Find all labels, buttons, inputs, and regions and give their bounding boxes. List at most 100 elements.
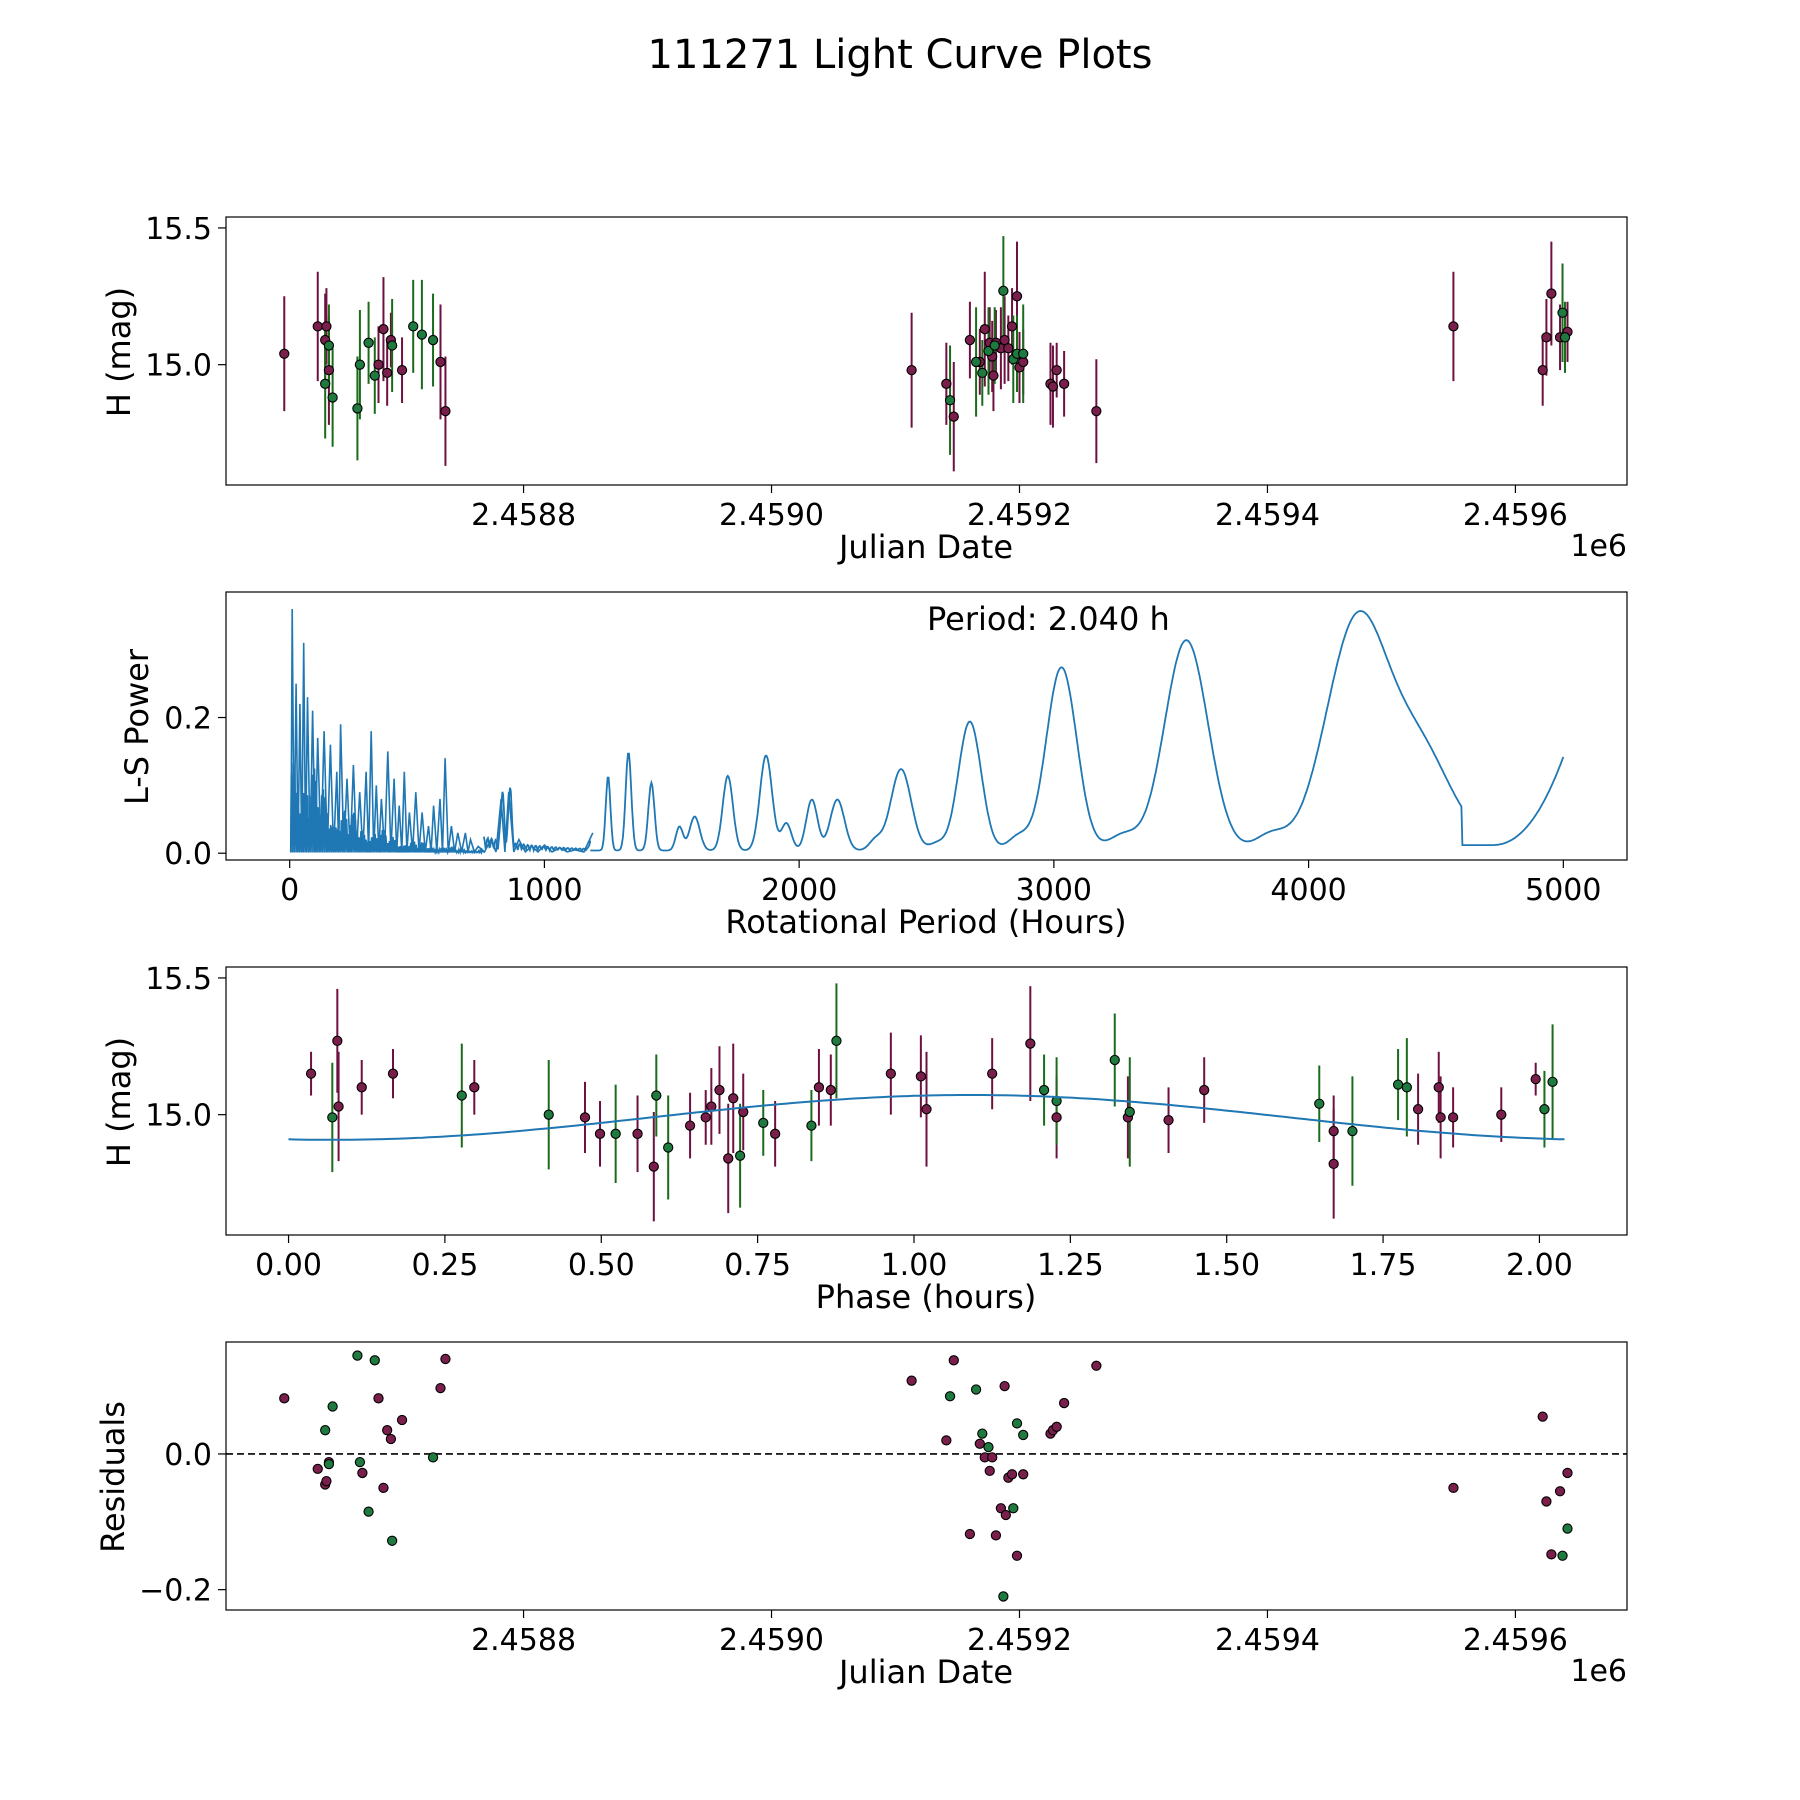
residuals-xtick-label: 2.4588 (471, 1623, 576, 1658)
light-curve-point-purple (279, 348, 290, 359)
light-curve-point-green (363, 337, 374, 348)
light-curve-panel: Julian Date H (mag) 1e6 2.4588 2.4590 2.45… (100, 212, 1628, 566)
phase-folded-point-green (831, 1035, 842, 1046)
phase-folded-point-purple (1412, 1104, 1424, 1115)
light-curve-point-purple (321, 321, 332, 332)
phase-folded-xtick-label: 1.25 (1037, 1248, 1104, 1283)
residuals-ytick-label: 0.0 (164, 1438, 212, 1473)
phase-folded-point-purple (885, 1068, 896, 1079)
light-curve-point-purple (988, 370, 999, 381)
light-curve-point-purple (1448, 321, 1459, 332)
residuals-ylabel: Residuals (94, 1401, 132, 1553)
light-curve-xtick-label: 2.4594 (1215, 498, 1320, 533)
phase-folded-point-purple (594, 1128, 606, 1139)
phase-folded-xtick-label: 1.00 (881, 1248, 948, 1283)
light-curve-point-green (354, 359, 366, 370)
residuals-point-purple (948, 1355, 959, 1366)
light-curve-xtick-label: 2.4590 (719, 498, 824, 533)
phase-folded-point-purple (632, 1128, 643, 1139)
light-curve-point-green (427, 334, 439, 346)
periodogram-xtick-label: 3000 (1016, 873, 1092, 908)
phase-folded-point-purple (469, 1082, 480, 1093)
figure-title: 111271 Light Curve Plots (648, 32, 1153, 78)
residuals-point-green (1008, 1503, 1019, 1514)
residuals-point-purple (1554, 1486, 1566, 1497)
periodogram-spikes (290, 608, 594, 854)
light-curve-point-purple (382, 367, 393, 379)
residuals-point-purple (906, 1375, 917, 1386)
phase-folded-point-purple (987, 1068, 998, 1079)
residuals-point-purple (990, 1530, 1002, 1541)
periodogram-line (590, 610, 1565, 852)
phase-folded-point-purple (1051, 1112, 1062, 1123)
residuals-point-green (369, 1355, 380, 1366)
phase-folded-point-purple (728, 1093, 739, 1104)
residuals-point-purple (1011, 1550, 1023, 1561)
phase-folded-point-purple (387, 1068, 399, 1079)
phase-folded-point-green (327, 1112, 338, 1123)
periodogram-ytick-label: 0.0 (164, 837, 212, 872)
residuals-point-green (323, 1458, 335, 1470)
phase-folded-point-green (1124, 1106, 1135, 1118)
residuals-point-purple (312, 1463, 323, 1475)
light-curve-point-green (1557, 307, 1568, 318)
residuals-point-green (983, 1442, 994, 1453)
residuals-point-purple (974, 1438, 985, 1449)
light-curve-xtick-label: 2.4596 (1463, 498, 1568, 533)
light-curve-ytick-label: 15.5 (145, 212, 212, 247)
light-curve-point-purple (435, 356, 446, 368)
phase-folded-point-green (1109, 1054, 1120, 1066)
periodogram-mid (482, 787, 592, 854)
residuals-point-purple (1448, 1482, 1459, 1494)
residuals-point-purple (1541, 1496, 1552, 1507)
residuals-point-green (354, 1456, 366, 1468)
residuals-point-green (944, 1391, 956, 1402)
light-curve-point-green (320, 378, 331, 389)
residuals-point-purple (1546, 1549, 1557, 1560)
residuals-offset-label: 1e6 (1570, 1654, 1627, 1689)
phase-folded-point-purple (1433, 1082, 1444, 1093)
phase-folded-point-purple (333, 1101, 344, 1112)
periodogram-xtick-label: 0 (280, 873, 299, 908)
light-curve-point-purple (964, 334, 976, 346)
light-curve-point-purple (941, 378, 952, 389)
periodogram-xtick-label: 2000 (761, 873, 837, 908)
light-curve-point-green (352, 403, 363, 414)
residuals-point-purple (440, 1353, 451, 1365)
phase-folded-point-purple (1447, 1112, 1459, 1123)
residuals-point-purple (987, 1452, 998, 1463)
periodogram-ylabel: L-S Power (118, 648, 156, 805)
residuals-point-purple (999, 1380, 1010, 1392)
light-curve-ylabel: H (mag) (100, 287, 138, 417)
phase-folded-point-purple (1530, 1073, 1541, 1085)
residuals-point-purple (1018, 1469, 1029, 1480)
phase-folded-point-green (1038, 1084, 1050, 1096)
light-curve-point-purple (1091, 406, 1102, 417)
residuals-point-purple (1562, 1467, 1573, 1479)
phase-folded-point-purple (723, 1153, 734, 1164)
residuals-point-green (970, 1384, 982, 1395)
periodogram-noise (289, 763, 485, 856)
residuals-point-purple (385, 1433, 397, 1445)
residuals-point-purple (941, 1435, 952, 1446)
residuals-ytick-label: −0.2 (139, 1574, 212, 1609)
phase-folded-point-green (1392, 1079, 1404, 1090)
light-curve-point-purple (906, 364, 917, 376)
phase-folded-xtick-label: 2.00 (1506, 1248, 1573, 1283)
residuals-point-purple (995, 1503, 1007, 1514)
light-curve-point-green (1559, 332, 1571, 343)
periodogram-xtick-label: 4000 (1270, 873, 1346, 908)
residuals-point-purple (357, 1467, 368, 1479)
residuals-point-purple (1091, 1360, 1102, 1371)
residuals-point-green (998, 1591, 1009, 1602)
residuals-point-green (977, 1428, 988, 1439)
light-curve-point-purple (378, 323, 389, 335)
residuals-point-purple (321, 1475, 332, 1487)
periodogram-panel: Rotational Period (Hours) L-S Power Peri… (118, 591, 1628, 941)
periodogram-xlabel: Rotational Period (Hours) (725, 903, 1126, 941)
phase-folded-point-purple (1435, 1112, 1446, 1123)
light-curve-point-green (977, 367, 988, 379)
residuals-xtick-label: 2.4594 (1215, 1623, 1320, 1658)
phase-folded-point-purple (921, 1104, 932, 1115)
